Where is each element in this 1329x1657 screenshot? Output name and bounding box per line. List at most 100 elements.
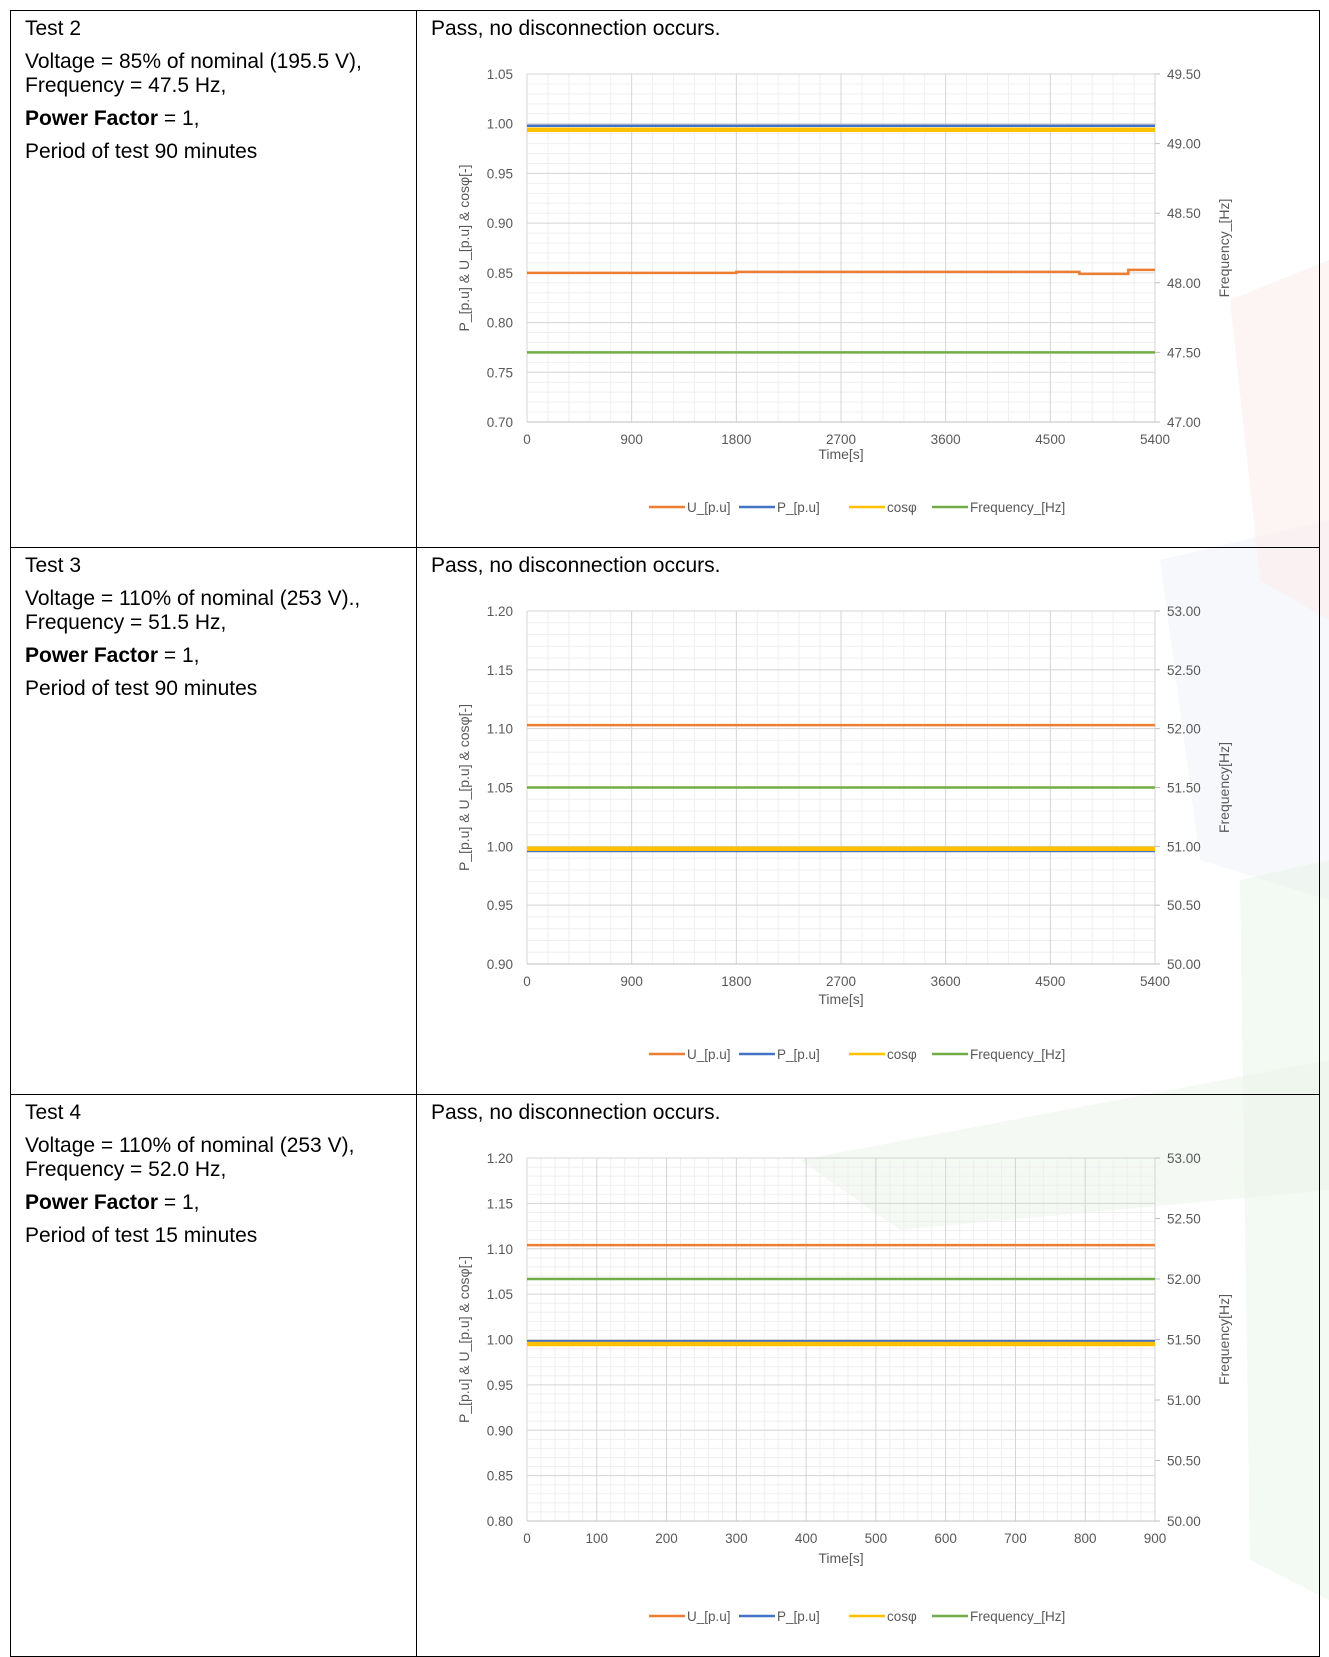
y-tick-label: 1.05 <box>487 781 513 796</box>
chart-legend: U_[p.u] P_[p.u] cosφ Frequency_[Hz] <box>649 1609 1065 1624</box>
x-tick-label: 5400 <box>1140 432 1170 447</box>
x-tick-label: 3600 <box>931 432 961 447</box>
y-tick-label: 1.05 <box>487 1287 513 1302</box>
test-conditions: Voltage = 110% of nominal (253 V), Frequ… <box>25 1134 402 1182</box>
x-tick-label: 4500 <box>1035 974 1065 989</box>
test-description-cell: Test 3 Voltage = 110% of nominal (253 V)… <box>10 547 417 1095</box>
y2-tick-label: 48.00 <box>1167 276 1201 291</box>
y-tick-label: 1.05 <box>487 67 513 82</box>
y2-axis-title: Frequency[Hz] <box>1216 742 1232 833</box>
y-tick-label: 1.00 <box>487 1333 513 1348</box>
y-axis-title: P_[p.u] & U_[p.u] & cosφ[-] <box>456 704 472 871</box>
power-factor-line: Power Factor = 1, <box>25 644 402 668</box>
power-factor-label: Power Factor <box>25 644 159 667</box>
y2-tick-label: 53.00 <box>1167 604 1201 619</box>
y-axis-title: P_[p.u] & U_[p.u] & cosφ[-] <box>456 164 472 331</box>
table-row: Test 2 Voltage = 85% of nominal (195.5 V… <box>10 10 1320 548</box>
y-tick-label: 1.00 <box>487 117 513 132</box>
power-factor-line: Power Factor = 1, <box>25 1191 402 1215</box>
y-tick-label: 1.15 <box>487 1196 513 1211</box>
test-result-cell: Pass, no disconnection occurs. 0.70 0.75 0… <box>416 10 1320 548</box>
y-tick-label: 0.95 <box>487 166 513 181</box>
y2-tick-label: 50.00 <box>1167 957 1201 972</box>
y2-tick-label: 49.00 <box>1167 137 1201 152</box>
test-result-cell: Pass, no disconnection occurs. 0.90 0.95 1… <box>416 547 1320 1095</box>
voltage-line: Voltage = 110% of nominal (253 V)., <box>25 587 361 610</box>
x-tick-label: 3600 <box>931 974 961 989</box>
x-axis-title: Time[s] <box>818 446 863 462</box>
test-name: Test 4 <box>25 1101 82 1124</box>
test-chart: 0.80 0.85 0.90 0.95 1.00 1.05 1.10 1.15 1.20 50.0… <box>456 1151 1232 1624</box>
y2-tick-label: 47.00 <box>1167 415 1201 430</box>
y-tick-label: 0.80 <box>487 1514 513 1529</box>
period-line: Period of test 15 minutes <box>25 1224 258 1247</box>
result-text: Pass, no disconnection occurs. <box>431 554 721 577</box>
voltage-line: Voltage = 85% of nominal (195.5 V), <box>25 50 362 73</box>
test-name: Test 2 <box>25 17 82 40</box>
y2-tick-label: 50.50 <box>1167 1454 1201 1469</box>
test-result-cell: Pass, no disconnection occurs. 0.80 0.85 0… <box>416 1094 1320 1657</box>
x-tick-label: 0 <box>523 1531 531 1546</box>
y-tick-label: 0.80 <box>487 316 513 331</box>
x-tick-label: 100 <box>586 1531 609 1546</box>
y2-tick-label: 51.00 <box>1167 1393 1201 1408</box>
test-conditions: Voltage = 110% of nominal (253 V)., Freq… <box>25 587 402 635</box>
major-gridlines <box>526 73 1156 423</box>
power-factor-value: = 1, <box>158 1191 200 1214</box>
x-tick-label: 300 <box>725 1531 748 1546</box>
x-tick-label: 2700 <box>826 974 856 989</box>
legend-label: Frequency_[Hz] <box>970 500 1065 515</box>
table-row: Test 3 Voltage = 110% of nominal (253 V)… <box>10 547 1320 1095</box>
frequency-line: Frequency = 47.5 Hz, <box>25 74 227 97</box>
y-tick-label: 0.70 <box>487 415 513 430</box>
test-results-table: Test 2 Voltage = 85% of nominal (195.5 V… <box>10 10 1320 1657</box>
test-description-cell: Test 4 Voltage = 110% of nominal (253 V)… <box>10 1094 417 1657</box>
x-tick-label: 900 <box>620 974 643 989</box>
y-tick-label: 0.90 <box>487 957 513 972</box>
legend-label: P_[p.u] <box>777 1047 820 1062</box>
y-tick-label: 1.20 <box>487 604 513 619</box>
y2-tick-label: 47.50 <box>1167 345 1201 360</box>
y2-tick-label: 52.50 <box>1167 1212 1201 1227</box>
result-text: Pass, no disconnection occurs. <box>431 17 721 40</box>
power-factor-label: Power Factor <box>25 1191 159 1214</box>
x-tick-label: 500 <box>865 1531 888 1546</box>
y2-tick-label: 51.50 <box>1167 1333 1201 1348</box>
y2-tick-label: 52.00 <box>1167 722 1201 737</box>
x-axis-title: Time[s] <box>818 991 863 1007</box>
y-tick-label: 0.75 <box>487 365 513 380</box>
x-tick-label: 0 <box>523 432 531 447</box>
x-tick-label: 0 <box>523 974 531 989</box>
chart-legend: U_[p.u] P_[p.u] cosφ Frequency_[Hz] <box>649 500 1065 515</box>
x-tick-label: 600 <box>934 1531 957 1546</box>
major-gridlines <box>526 1157 1156 1522</box>
legend-label: Frequency_[Hz] <box>970 1609 1065 1624</box>
power-factor-line: Power Factor = 1, <box>25 107 402 131</box>
y2-axis-title: Frequency[Hz] <box>1216 1294 1232 1385</box>
y2-tick-label: 49.50 <box>1167 67 1201 82</box>
test-name: Test 3 <box>25 554 82 577</box>
legend-label: U_[p.u] <box>687 500 731 515</box>
x-tick-label: 200 <box>655 1531 678 1546</box>
y-tick-label: 0.95 <box>487 898 513 913</box>
x-axis-title: Time[s] <box>818 1550 863 1566</box>
y-tick-label: 1.15 <box>487 663 513 678</box>
x-tick-label: 1800 <box>721 974 751 989</box>
test-chart: 0.70 0.75 0.80 0.85 0.90 0.95 1.00 1.05 47.00 47.… <box>456 67 1232 515</box>
frequency-line: Frequency = 52.0 Hz, <box>25 1158 227 1181</box>
chart-legend: U_[p.u] P_[p.u] cosφ Frequency_[Hz] <box>649 1047 1065 1062</box>
y2-tick-label: 50.50 <box>1167 898 1201 913</box>
x-tick-label: 400 <box>795 1531 818 1546</box>
x-tick-label: 2700 <box>826 432 856 447</box>
test-description-cell: Test 2 Voltage = 85% of nominal (195.5 V… <box>10 10 417 548</box>
series-line-u <box>527 268 1155 276</box>
y-tick-label: 1.00 <box>487 839 513 854</box>
legend-label: cosφ <box>887 1047 917 1062</box>
x-tick-label: 800 <box>1074 1531 1097 1546</box>
power-factor-value: = 1, <box>158 107 200 130</box>
legend-label: P_[p.u] <box>777 500 820 515</box>
result-text: Pass, no disconnection occurs. <box>431 1101 721 1124</box>
y-tick-label: 0.90 <box>487 1423 513 1438</box>
y-tick-label: 1.10 <box>487 722 513 737</box>
y-tick-label: 1.20 <box>487 1151 513 1166</box>
